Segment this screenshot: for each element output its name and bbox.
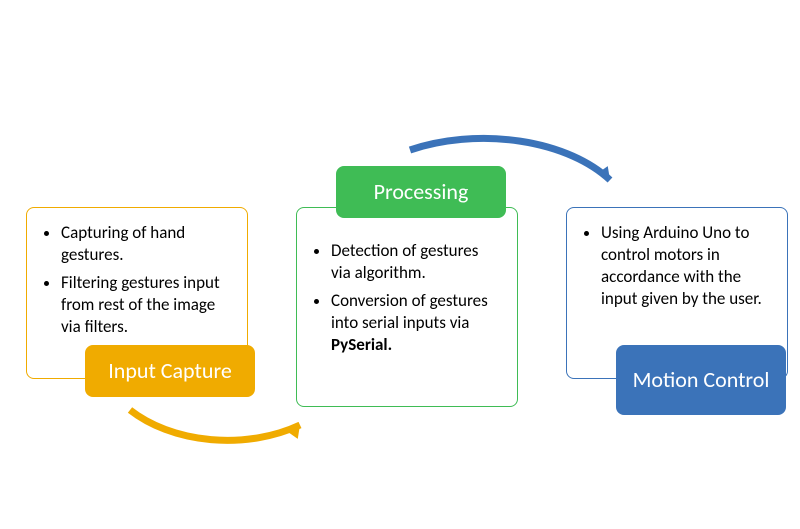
stage-motion-label: Motion Control [616,345,786,415]
stage-motion-bullets: Using Arduino Uno to control motors in a… [583,222,771,310]
stage-processing-bullets: Detection of gestures via algorithm. Con… [313,240,501,356]
stage-processing-label: Processing [336,166,506,218]
list-item: Filtering gestures input from rest of th… [61,272,231,338]
list-item: Conversion of gestures into serial input… [331,290,501,356]
list-item: Using Arduino Uno to control motors in a… [601,222,771,310]
list-item: Detection of gestures via algorithm. [331,240,501,284]
stage-processing-box: Detection of gestures via algorithm. Con… [296,207,518,407]
list-item: Capturing of hand gestures. [61,222,231,266]
stage-input-bullets: Capturing of hand gestures. Filtering ge… [43,222,231,338]
stage-input-label: Input Capture [85,345,255,397]
